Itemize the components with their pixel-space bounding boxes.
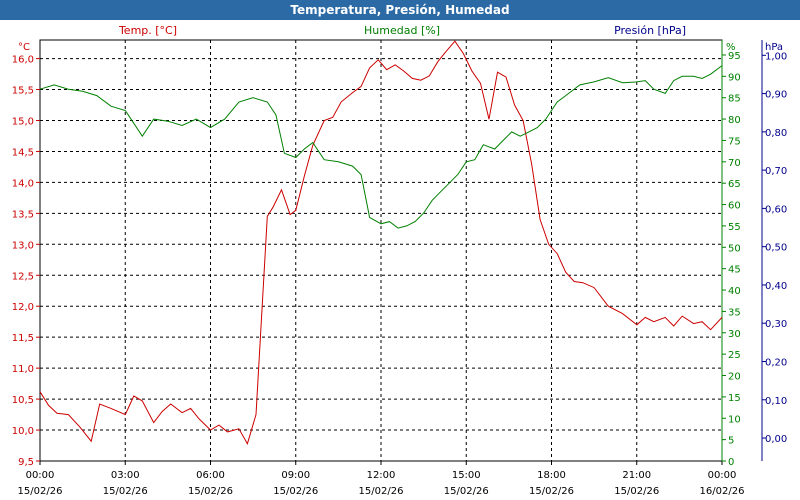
temp-tick-label: 13,0 bbox=[12, 240, 34, 251]
pres-tick-label: 0,10 bbox=[765, 396, 787, 407]
pres-tick-label: 0,80 bbox=[765, 128, 787, 139]
temp-tick-label: 13,5 bbox=[12, 209, 34, 220]
temp-tick-label: 10,0 bbox=[12, 426, 34, 437]
hum-tick-label: 80 bbox=[728, 115, 741, 126]
pres-tick-label: 0,90 bbox=[765, 90, 787, 101]
hum-tick-label: 70 bbox=[728, 158, 741, 169]
temp-tick-label: 14,5 bbox=[12, 147, 34, 158]
x-tick-label: 12:00 bbox=[367, 470, 396, 481]
hum-tick-label: 65 bbox=[728, 179, 741, 190]
pres-tick-label: 0,60 bbox=[765, 204, 787, 215]
pres-tick-label: 0,30 bbox=[765, 319, 787, 330]
temp-axis-title: Temp. [°C] bbox=[118, 24, 177, 37]
x-tick-date: 15/02/26 bbox=[18, 486, 63, 497]
hum-tick-label: 85 bbox=[728, 94, 741, 105]
temp-tick-label: 9,5 bbox=[18, 457, 34, 468]
pres-tick-label: 1,00 bbox=[765, 51, 787, 62]
x-tick-label: 18:00 bbox=[537, 470, 566, 481]
x-tick-date: 16/02/26 bbox=[700, 486, 745, 497]
hum-tick-label: 35 bbox=[728, 307, 741, 318]
x-tick-date: 15/02/26 bbox=[273, 486, 318, 497]
temp-tick-label: 12,0 bbox=[12, 302, 34, 313]
hum-tick-label: 50 bbox=[728, 243, 741, 254]
x-tick-label: 06:00 bbox=[196, 470, 225, 481]
x-tick-date: 15/02/26 bbox=[444, 486, 489, 497]
pres-tick-label: 0,20 bbox=[765, 357, 787, 368]
temp-tick-label: 12,5 bbox=[12, 271, 34, 282]
temp-tick-label: 10,5 bbox=[12, 395, 34, 406]
hum-series-line bbox=[39, 65, 723, 229]
chart-title: Temperatura, Presión, Humedad bbox=[0, 0, 800, 20]
x-tick-date: 15/02/26 bbox=[188, 486, 233, 497]
hum-tick-label: 20 bbox=[728, 372, 741, 383]
pres-unit: hPa bbox=[765, 42, 783, 53]
hum-tick-label: 45 bbox=[728, 265, 741, 276]
hum-tick-label: 25 bbox=[728, 350, 741, 361]
hum-tick-label: 95 bbox=[728, 51, 741, 62]
x-tick-date: 15/02/26 bbox=[614, 486, 659, 497]
hum-tick-label: 90 bbox=[728, 72, 741, 83]
temp-tick-label: 14,0 bbox=[12, 178, 34, 189]
temp-tick-label: 15,0 bbox=[12, 116, 34, 127]
temp-unit: °C bbox=[18, 42, 30, 53]
pres-tick-label: 0,50 bbox=[765, 243, 787, 254]
hum-tick-label: 60 bbox=[728, 201, 741, 212]
temp-tick-label: 11,5 bbox=[12, 333, 34, 344]
pres-tick-label: 0,70 bbox=[765, 166, 787, 177]
hum-tick-label: 15 bbox=[728, 393, 741, 404]
x-tick-label: 03:00 bbox=[111, 470, 140, 481]
x-tick-date: 15/02/26 bbox=[103, 486, 148, 497]
temp-tick-label: 11,0 bbox=[12, 364, 34, 375]
x-tick-label: 00:00 bbox=[26, 470, 55, 481]
hum-tick-label: 30 bbox=[728, 329, 741, 340]
x-tick-date: 15/02/26 bbox=[359, 486, 404, 497]
pres-tick-label: 0,40 bbox=[765, 281, 787, 292]
hum-tick-label: 0 bbox=[728, 457, 734, 468]
hum-axis-title: Humedad [%] bbox=[364, 24, 440, 37]
hum-tick-label: 75 bbox=[728, 136, 741, 147]
pres-tick-label: 0,00 bbox=[765, 434, 787, 445]
temp-tick-label: 15,5 bbox=[12, 86, 34, 97]
x-tick-label: 15:00 bbox=[452, 470, 481, 481]
temp-tick-label: 16,0 bbox=[12, 55, 34, 66]
x-tick-label: 09:00 bbox=[281, 470, 310, 481]
x-tick-date: 15/02/26 bbox=[529, 486, 574, 497]
hum-tick-label: 40 bbox=[728, 286, 741, 297]
x-tick-label: 21:00 bbox=[622, 470, 651, 481]
hum-tick-label: 55 bbox=[728, 222, 741, 233]
hum-unit: % bbox=[726, 42, 736, 53]
hum-tick-label: 10 bbox=[728, 414, 741, 425]
hum-tick-label: 5 bbox=[728, 436, 734, 447]
x-tick-label: 00:00 bbox=[708, 470, 737, 481]
pres-axis-title: Presión [hPa] bbox=[614, 24, 686, 37]
temp-series-line bbox=[39, 40, 723, 445]
